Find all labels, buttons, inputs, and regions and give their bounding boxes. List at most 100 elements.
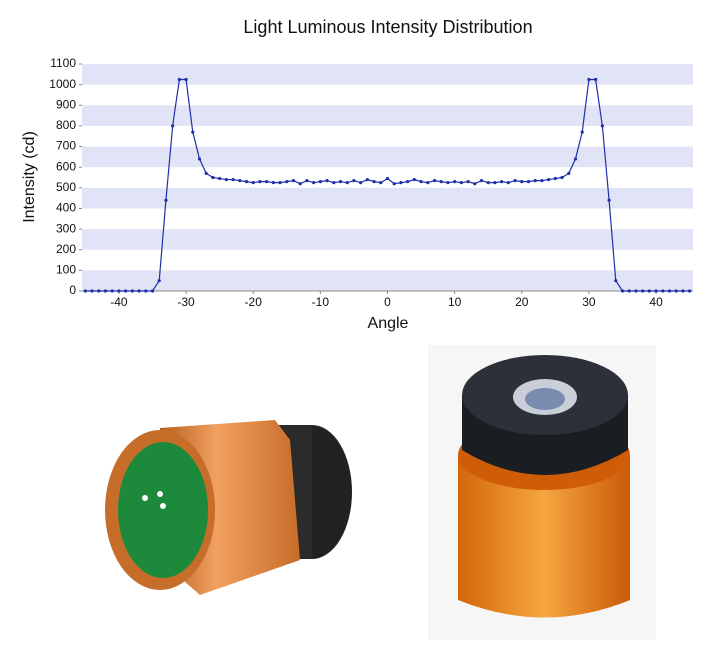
y-tick-label: 500 [56, 180, 76, 194]
data-point [412, 177, 416, 182]
grid-band [82, 146, 693, 168]
data-point [674, 289, 678, 293]
data-point [177, 77, 181, 82]
data-point [479, 178, 484, 183]
data-point [419, 180, 423, 184]
data-point [265, 180, 269, 184]
y-tick-label: 900 [56, 97, 76, 111]
data-point [506, 181, 510, 185]
grid-band [82, 187, 693, 209]
grid-band [82, 105, 693, 126]
product-photo [428, 345, 656, 640]
data-point [540, 178, 544, 183]
data-point [90, 289, 94, 293]
data-point [439, 180, 443, 184]
x-tick-label: 10 [448, 295, 462, 309]
data-point [392, 182, 396, 186]
x-tick-label: -10 [312, 295, 330, 309]
data-point [117, 289, 121, 293]
data-point [211, 175, 215, 180]
data-point [365, 177, 369, 182]
data-point [573, 157, 578, 161]
data-point [124, 289, 128, 293]
data-point [332, 181, 336, 185]
data-point [533, 178, 537, 183]
data-point [338, 180, 343, 184]
y-tick-label: 1000 [49, 77, 76, 91]
data-point [298, 182, 302, 186]
data-point [184, 77, 188, 82]
data-point [130, 289, 134, 293]
data-point [560, 175, 564, 180]
data-point [399, 181, 403, 185]
grid-band [82, 64, 693, 85]
pin [142, 495, 148, 501]
data-point [473, 182, 477, 186]
data-point [372, 180, 376, 184]
lens-center [525, 388, 565, 410]
data-point [520, 180, 524, 184]
amber-body [458, 455, 630, 618]
data-point [318, 180, 322, 184]
data-point [164, 198, 168, 202]
data-point [285, 180, 289, 184]
data-point [110, 289, 114, 293]
data-point [251, 181, 255, 185]
y-tick-label: 1100 [50, 56, 76, 70]
x-tick-label: 30 [582, 295, 596, 309]
data-point [385, 176, 390, 181]
y-tick-label: 300 [56, 221, 76, 235]
y-axis-label: Intensity (cd) [21, 131, 38, 223]
data-point [681, 289, 685, 293]
grid-band [82, 270, 693, 291]
data-point [547, 177, 551, 182]
data-point [258, 180, 262, 184]
data-point [97, 289, 101, 293]
x-axis-label: Angle [368, 315, 409, 332]
data-point [688, 289, 692, 293]
x-tick-label: 0 [384, 295, 391, 309]
product-render [105, 420, 352, 595]
data-point [513, 178, 517, 183]
data-point [600, 124, 604, 128]
data-point [594, 77, 598, 82]
data-point [667, 289, 672, 293]
data-point [379, 181, 383, 185]
y-tick-label: 0 [69, 283, 76, 297]
data-point [654, 289, 658, 293]
data-point [466, 180, 470, 184]
data-point [500, 180, 504, 184]
y-tick-label: 600 [56, 159, 76, 173]
data-point [83, 289, 87, 293]
data-point [359, 181, 363, 185]
data-point [244, 180, 249, 184]
data-point [614, 279, 618, 283]
data-point [312, 181, 316, 185]
data-point [493, 181, 497, 185]
data-point [278, 181, 282, 185]
data-point [305, 178, 309, 183]
y-tick-label: 700 [56, 139, 76, 153]
data-point [641, 289, 645, 293]
data-point [446, 181, 450, 185]
data-point [661, 289, 665, 293]
data-point [345, 181, 349, 185]
data-point [627, 289, 631, 293]
data-point [406, 180, 410, 184]
data-point [620, 289, 625, 293]
data-point [271, 181, 275, 185]
x-tick-label: -30 [177, 295, 195, 309]
data-point [238, 178, 242, 183]
data-point [231, 177, 235, 182]
pin [157, 491, 163, 497]
y-tick-label: 100 [56, 263, 76, 277]
data-point [291, 178, 296, 183]
y-tick-label: 200 [56, 242, 76, 256]
data-point [325, 178, 329, 183]
data-point [352, 178, 356, 183]
data-point [191, 130, 195, 134]
data-point [526, 180, 531, 184]
pcb [118, 442, 208, 578]
